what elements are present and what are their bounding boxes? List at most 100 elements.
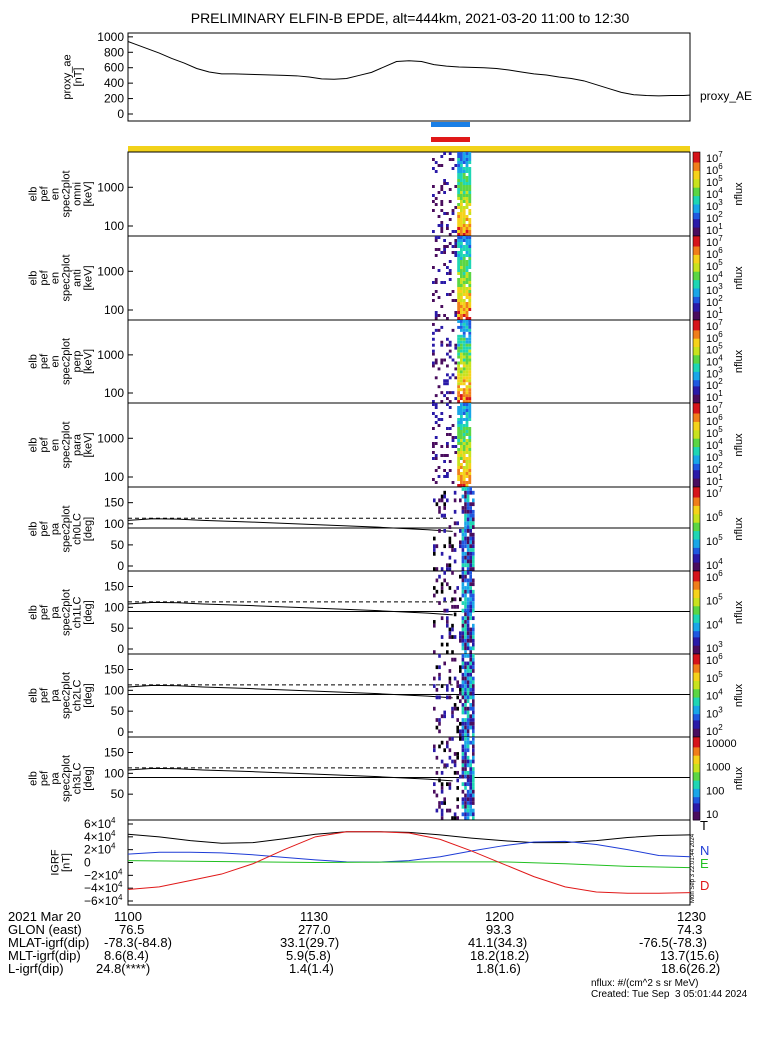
spec-pixel — [457, 173, 460, 176]
spec-pixel — [457, 203, 460, 206]
pitch-pixel — [435, 544, 439, 549]
pitch1-cbar-seg — [693, 518, 700, 522]
spec-pixel — [434, 403, 438, 406]
spec4-cbar-seg — [693, 470, 700, 473]
pitch1-cbar-seg — [693, 552, 700, 555]
pitch-pixel — [435, 725, 439, 730]
spec4-cbar-seg — [693, 442, 700, 446]
spec-pixel — [454, 314, 458, 317]
pitch-pixel — [466, 506, 470, 510]
spec-pixel — [460, 233, 463, 236]
pitch-pixel — [456, 706, 459, 711]
spec2-cbar-seg — [693, 317, 700, 321]
spec-pixel — [460, 185, 463, 188]
pitch-pixel — [464, 763, 467, 768]
spec-ylabel-line: omni — [72, 182, 84, 206]
spec-pixel — [451, 158, 455, 161]
footer-mlt-3: 18.2(18.2) — [470, 948, 530, 963]
spec-pixel — [462, 266, 466, 269]
spec-pixel — [460, 263, 463, 266]
spec-pixel — [451, 230, 455, 233]
spec-pixel — [457, 460, 460, 463]
pitch-pixel — [438, 529, 441, 533]
spec-ylabel-line: [keV] — [83, 349, 95, 374]
spec-pixel — [465, 364, 469, 368]
pitch-pixel — [459, 721, 462, 726]
pitch2-cbar-label-text: nflux — [733, 600, 745, 624]
igrf-ytick-label: −6×104 — [84, 893, 123, 908]
pitch-pixel — [472, 563, 475, 568]
pitch-pixel — [464, 593, 467, 598]
spec-pixel — [462, 343, 466, 347]
pitch-pixel — [459, 638, 462, 643]
pitch-pixel — [440, 498, 444, 503]
spec-pixel — [465, 164, 469, 167]
spec-pixel — [457, 433, 460, 436]
pitch-pixel — [464, 676, 467, 681]
spec-pixel — [460, 278, 463, 281]
spec-pixel — [468, 379, 472, 383]
spec-pixel — [460, 328, 463, 332]
spec-pixel — [443, 191, 446, 194]
pitch3-cbar-seg — [693, 705, 700, 709]
pitch-pixel — [464, 672, 467, 677]
pitch-pixel — [461, 706, 465, 711]
spec-pixel — [448, 415, 452, 418]
pitch-pixel — [448, 631, 452, 636]
pitch-pixel — [466, 778, 470, 783]
spec-pixel — [462, 155, 466, 158]
pitch-pixel — [461, 582, 465, 587]
pitch-pixel — [440, 816, 444, 820]
pitch-pixel — [443, 490, 446, 495]
spec-pixel — [443, 469, 446, 472]
pitch-pixel — [461, 571, 465, 575]
spec-pixel — [451, 481, 455, 484]
pitch-pixel — [472, 623, 475, 628]
pitch-pixel — [464, 646, 467, 651]
spec-pixel — [457, 188, 460, 191]
pitch-pixel — [438, 672, 441, 677]
spec-pixel — [457, 457, 460, 460]
pitch-pixel — [466, 646, 470, 651]
spec-pixel — [446, 433, 449, 436]
spec-pixel — [462, 472, 466, 475]
spec-pixel — [434, 436, 438, 439]
pitch1-cbar-seg — [693, 487, 700, 490]
pitch2-cbar-seg — [693, 579, 700, 582]
spec-ylabel-line: [keV] — [83, 181, 95, 206]
pitch-ylabel-line: ch1LC — [72, 597, 84, 629]
spec-pixel — [451, 212, 455, 215]
spec2-cbar-label-text: nflux — [733, 266, 745, 290]
spec-pixel — [465, 406, 469, 409]
pitch3-cbar-seg — [693, 664, 700, 667]
pitch-pixel — [466, 509, 470, 514]
spec1-cbar-label: nflux — [733, 182, 745, 206]
spec-pixel — [460, 481, 463, 484]
spec-pixel — [460, 415, 463, 418]
spec-pixel — [462, 281, 466, 284]
pitch2-cbar-seg — [693, 597, 700, 601]
pitch3-cbar-seg — [693, 683, 700, 686]
spec-pixel — [462, 376, 466, 380]
spec-pixel — [451, 299, 455, 302]
spec-pixel — [457, 263, 460, 266]
footer-time-1230: 1230 — [677, 909, 706, 924]
spec-pixel — [468, 272, 472, 275]
spec-pixel — [465, 418, 469, 421]
spec-pixel — [457, 194, 460, 197]
pitch-pixel — [464, 680, 467, 685]
spec-ylabel-line: spec2plot — [61, 170, 73, 217]
pitch-pixel — [461, 687, 465, 692]
pitch-pixel — [464, 540, 467, 545]
spec-pixel — [460, 215, 463, 218]
pitch2-cbar-seg — [693, 602, 700, 605]
footer-mlt-4: 13.7(15.6) — [660, 948, 720, 963]
spec-pixel — [434, 454, 438, 457]
pitch4-cbar-seg — [693, 788, 700, 792]
pitch2-cbar-seg — [693, 610, 700, 613]
spec-pixel — [462, 391, 466, 395]
pitch-pixel — [446, 582, 449, 587]
pitch-pixel — [464, 748, 467, 753]
pitch4-cbar-seg — [693, 817, 700, 821]
